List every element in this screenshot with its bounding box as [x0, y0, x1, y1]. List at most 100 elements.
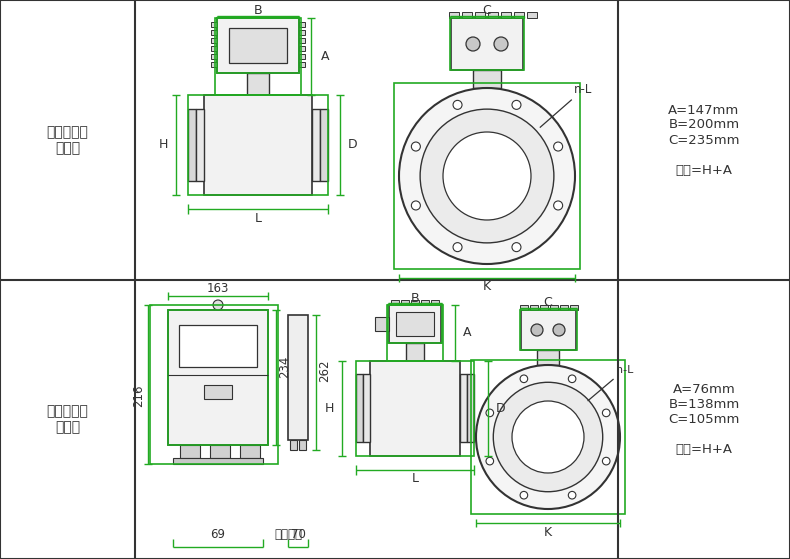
Bar [406, 343, 424, 361]
Bar [211, 46, 217, 51]
Bar [211, 54, 217, 59]
Bar [168, 310, 268, 445]
Circle shape [466, 37, 480, 51]
Text: 234: 234 [279, 355, 292, 377]
Text: K: K [544, 525, 552, 538]
Bar [451, 18, 523, 70]
Text: B: B [254, 4, 262, 17]
Text: C: C [544, 296, 552, 310]
Bar [247, 73, 269, 95]
Text: n-L: n-L [615, 365, 633, 375]
Circle shape [493, 382, 603, 492]
Bar [401, 300, 409, 305]
Bar [299, 440, 306, 450]
Text: 分体表头: 分体表头 [274, 528, 302, 542]
Text: A=76mm
B=138mm
C=105mm

总高=H+A: A=76mm B=138mm C=105mm 总高=H+A [668, 383, 739, 456]
Bar [529, 305, 537, 310]
Circle shape [512, 101, 521, 110]
Bar [210, 445, 230, 458]
Circle shape [531, 324, 543, 336]
Bar [460, 374, 467, 442]
Circle shape [420, 109, 554, 243]
Text: 电磁流量计
一体型: 电磁流量计 一体型 [47, 125, 88, 155]
Bar [462, 12, 472, 18]
Bar [527, 12, 537, 18]
Text: H: H [325, 402, 334, 415]
Bar [204, 95, 312, 195]
Circle shape [512, 401, 584, 473]
Bar [240, 445, 260, 458]
Text: C: C [483, 4, 491, 17]
Bar [217, 18, 299, 73]
Bar [514, 12, 524, 18]
Bar [375, 317, 389, 331]
Circle shape [603, 457, 610, 465]
Text: A: A [463, 326, 472, 339]
Text: 262: 262 [318, 360, 332, 382]
Bar [396, 312, 434, 336]
Circle shape [553, 324, 565, 336]
Bar [537, 350, 559, 365]
Bar [501, 12, 511, 18]
Bar [421, 300, 429, 305]
Circle shape [412, 201, 420, 210]
Text: n-L: n-L [574, 83, 592, 96]
Bar [211, 30, 217, 35]
Text: L: L [254, 211, 261, 225]
Circle shape [412, 142, 420, 151]
Bar [370, 361, 460, 456]
Bar [363, 374, 370, 442]
Bar [299, 46, 305, 51]
Text: A=147mm
B=200mm
C=235mm

总高=H+A: A=147mm B=200mm C=235mm 总高=H+A [668, 103, 739, 177]
Bar [299, 38, 305, 43]
Text: 70: 70 [291, 528, 306, 542]
Bar [394, 83, 580, 269]
Bar [391, 300, 399, 305]
Bar [215, 18, 301, 95]
Bar [471, 360, 625, 514]
Bar [540, 305, 547, 310]
Bar [173, 458, 263, 464]
Bar [520, 305, 528, 310]
Bar [211, 38, 217, 43]
Bar [411, 300, 419, 305]
Bar [229, 28, 287, 63]
Bar [356, 361, 474, 456]
Text: H: H [159, 139, 168, 151]
Circle shape [520, 375, 528, 382]
Circle shape [494, 37, 508, 51]
Bar [388, 305, 442, 343]
Text: L: L [412, 472, 419, 486]
Bar [217, 18, 299, 73]
Bar [520, 310, 577, 350]
Circle shape [554, 201, 562, 210]
Bar [299, 30, 305, 35]
Bar [559, 305, 567, 310]
Text: B: B [411, 291, 419, 305]
Bar [211, 22, 217, 27]
Text: 电磁流量计
分体型: 电磁流量计 分体型 [47, 404, 88, 434]
Text: D: D [496, 402, 506, 415]
Circle shape [554, 142, 562, 151]
Bar [488, 12, 498, 18]
Bar [570, 305, 577, 310]
Bar [550, 305, 558, 310]
Bar [449, 12, 459, 18]
Circle shape [453, 243, 462, 252]
Bar [431, 300, 439, 305]
Text: A: A [321, 50, 329, 63]
Bar [211, 62, 217, 67]
Bar [356, 374, 363, 442]
Bar [312, 109, 320, 181]
Bar [290, 440, 297, 450]
Text: D: D [348, 139, 358, 151]
Bar [450, 18, 524, 70]
Bar [467, 374, 474, 442]
Text: K: K [483, 281, 491, 293]
Bar [150, 305, 278, 464]
Circle shape [568, 375, 576, 382]
Bar [473, 70, 501, 88]
Circle shape [568, 491, 576, 499]
Bar [299, 22, 305, 27]
Text: 163: 163 [207, 282, 229, 296]
